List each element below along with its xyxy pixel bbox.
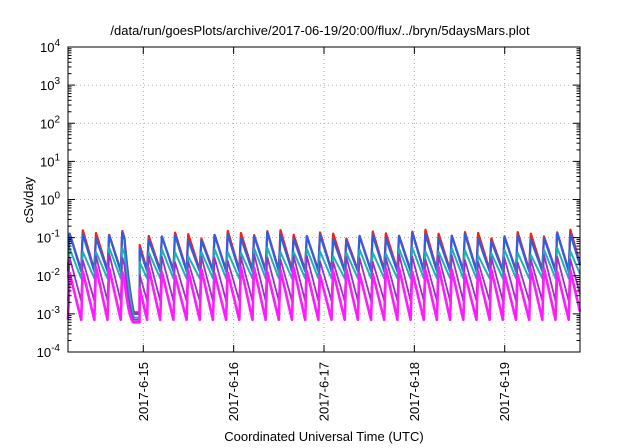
- series-line-teal: [67, 246, 581, 319]
- y-tick-label: 102: [40, 114, 60, 131]
- x-tick-label: 2017-6-19: [497, 362, 512, 421]
- series-line-purple: [67, 253, 581, 321]
- x-tick-label: 2017-6-17: [317, 362, 332, 421]
- series-line-magenta: [66, 265, 582, 324]
- y-axis-label: cSv/day: [21, 176, 36, 223]
- y-tick-label: 104: [40, 38, 60, 55]
- y-tick-label: 10-1: [37, 229, 61, 246]
- y-tick-label: 103: [40, 76, 60, 93]
- series-layer: [66, 228, 582, 324]
- y-tick-label: 10-2: [37, 267, 61, 284]
- series-line-blue: [66, 231, 582, 315]
- y-tick-label: 101: [40, 152, 60, 169]
- y-tick-label: 100: [40, 191, 60, 208]
- axes: 10-4 10-3 10-2 10-1 100 101 102 103 104 2017-6-15…: [37, 38, 580, 421]
- x-axis-label: Coordinated Universal Time (UTC): [224, 429, 423, 444]
- x-tick-label: 2017-6-15: [136, 362, 151, 421]
- x-tick-label: 2017-6-16: [226, 362, 241, 421]
- chart-title: /data/run/goesPlots/archive/2017-06-19/2…: [110, 23, 530, 38]
- y-tick-label: 10-4: [37, 343, 61, 360]
- y-tick-label: 10-3: [37, 305, 61, 322]
- x-tick-label: 2017-6-18: [407, 362, 422, 421]
